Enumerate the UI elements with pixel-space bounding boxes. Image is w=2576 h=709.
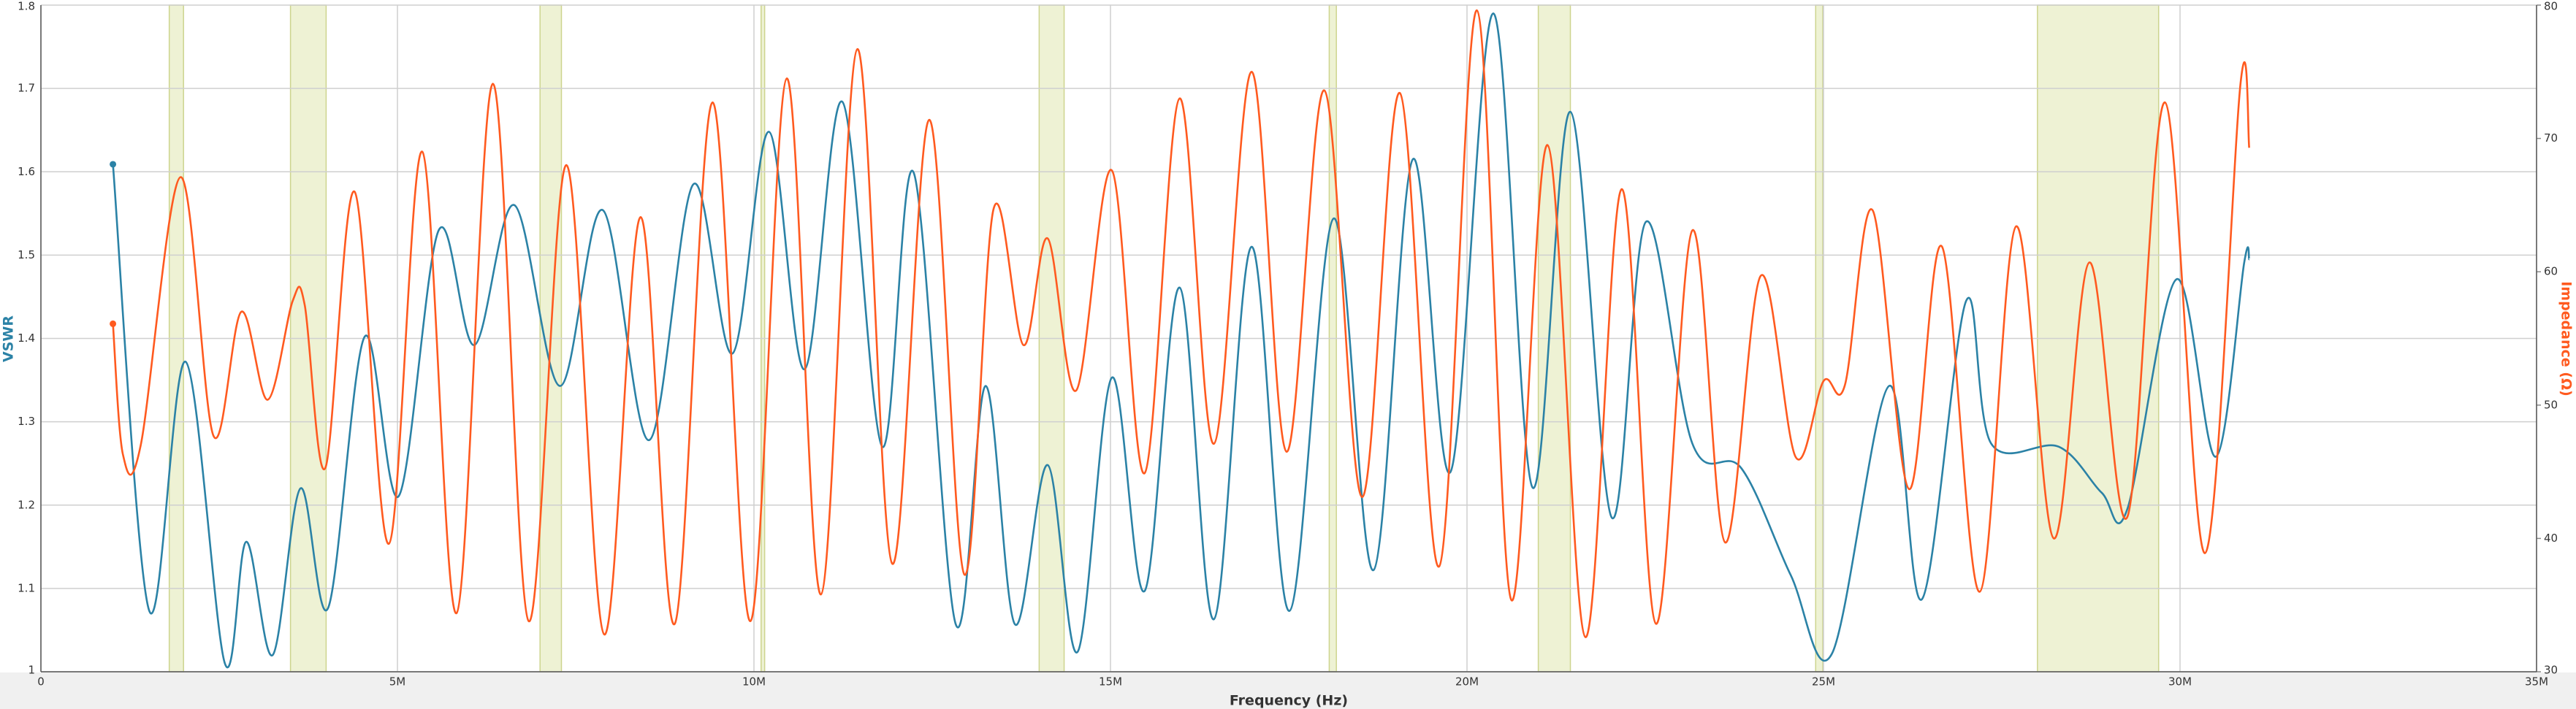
y2-tick-label: 50 [2544, 398, 2558, 411]
plot-background [0, 0, 2576, 672]
x-tick-label: 30M [2168, 675, 2192, 689]
y-tick-label: 1 [28, 664, 35, 677]
x-tick-label: 5M [389, 675, 406, 689]
y-tick-label: 1.3 [18, 415, 35, 428]
y2-tick-label: 30 [2544, 664, 2558, 677]
y2-tick-label: 80 [2544, 0, 2558, 13]
series-line [112, 9, 2250, 638]
y2-tick-label: 60 [2544, 265, 2558, 278]
start-marker [110, 320, 117, 327]
y-tick-label: 1.6 [18, 165, 35, 178]
series-line [112, 12, 2250, 668]
x-tick-label: 20M [1455, 675, 1479, 689]
y-tick-label: 1.5 [18, 248, 35, 261]
x-tick-label: 15M [1099, 675, 1122, 689]
y2-tick-label: 70 [2544, 131, 2558, 145]
y-axis-title: VSWR [1, 315, 17, 362]
y2-axis-title: Impedance (Ω) [2558, 281, 2575, 396]
y-tick-label: 1.4 [18, 331, 35, 345]
y-tick-label: 1.2 [18, 498, 35, 511]
y-tick-label: 1.8 [18, 0, 35, 13]
start-marker [110, 161, 117, 168]
y-tick-label: 1.1 [18, 581, 35, 594]
y2-tick-label: 40 [2544, 532, 2558, 545]
x-tick-label: 25M [1812, 675, 1835, 689]
x-tick-label: 10M [742, 675, 766, 689]
x-axis-title: Frequency (Hz) [1230, 693, 1348, 709]
x-tick-label: 35M [2525, 675, 2548, 689]
x-tick-label: 0 [37, 675, 45, 689]
y-tick-label: 1.7 [18, 82, 35, 95]
